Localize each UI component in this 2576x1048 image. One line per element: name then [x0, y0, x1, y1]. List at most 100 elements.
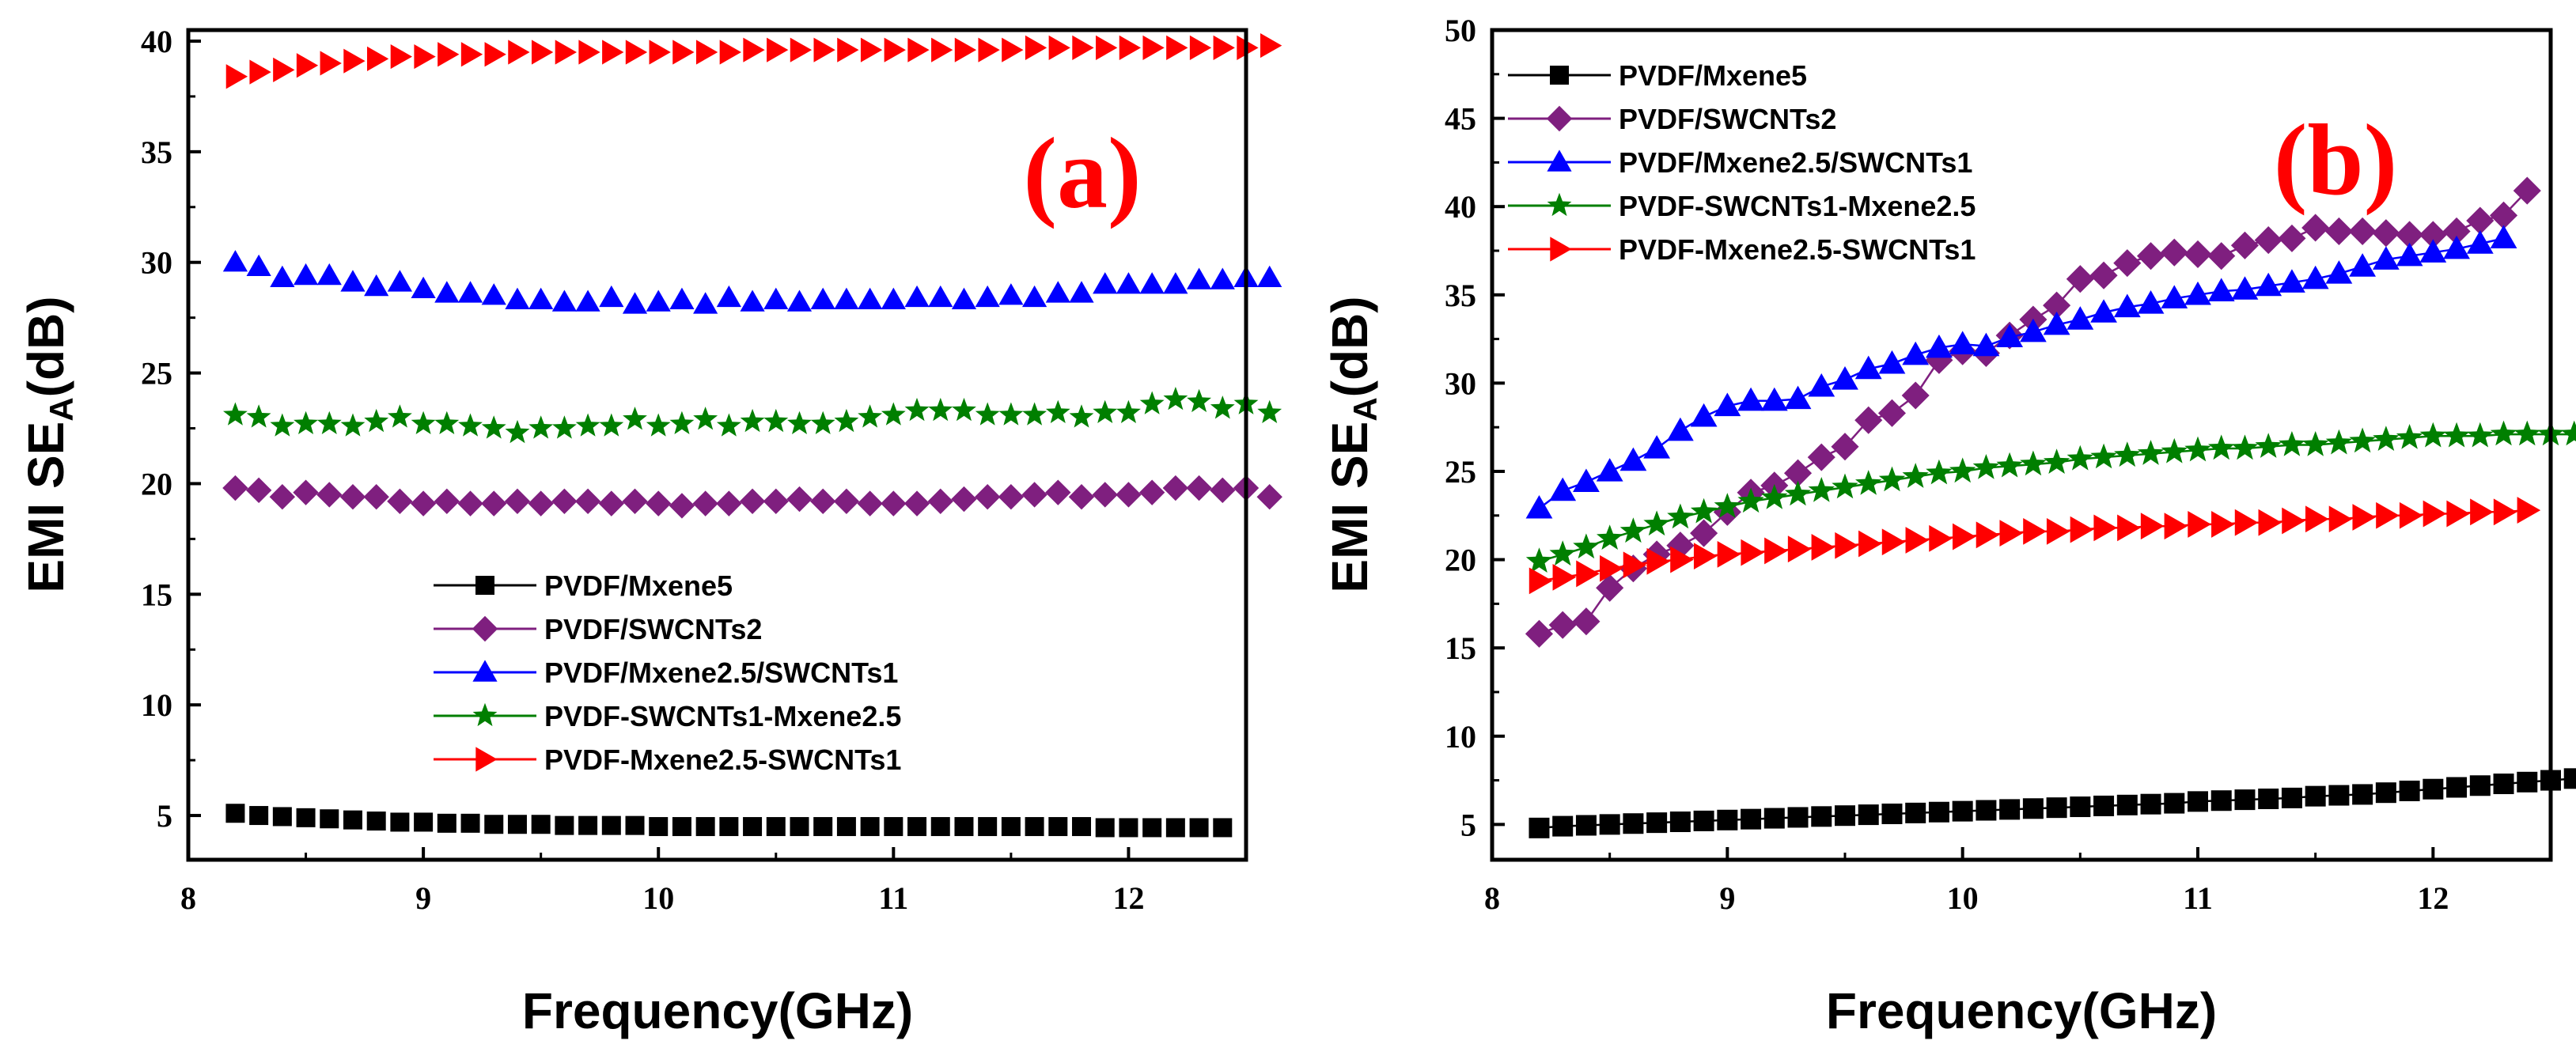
- panel-b-data-point: [2093, 514, 2117, 542]
- panel-a-data-point: [458, 413, 483, 437]
- panel-b-data-point: [1599, 554, 1623, 582]
- panel-b-data-point: [2164, 513, 2188, 540]
- panel-b-data-point: [1529, 567, 1553, 595]
- panel-a-y-tick-label: 10: [141, 687, 172, 723]
- panel-b-data-point: [1761, 483, 1788, 509]
- panel-a-data-point: [625, 815, 645, 835]
- panel-b-data-point: [1831, 433, 1859, 461]
- panel-b-data-point: [2493, 774, 2514, 795]
- panel-b-data-point: [1858, 804, 1879, 826]
- panel-a-data-point: [531, 40, 554, 65]
- panel-a-legend: PVDF/Mxene5 PVDF/SWCNTs2 PVDF/Mxene2.5/SWC…: [434, 569, 901, 776]
- panel-b-data-point: [1784, 385, 1812, 410]
- panel-a-data-point: [437, 813, 456, 833]
- panel-b-data-point: [1576, 560, 1600, 588]
- panel-a-data-point: [1162, 475, 1189, 501]
- panel-a-data-point: [1256, 484, 1282, 510]
- panel-a-data-point: [1069, 281, 1094, 303]
- panel-b-data-point: [2281, 787, 2302, 808]
- panel-a-data-point: [225, 804, 245, 823]
- panel-a-data-point: [273, 57, 295, 82]
- panel-b-data-point: [2022, 798, 2044, 819]
- panel-a-legend-label: PVDF-Mxene2.5-SWCNTs1: [544, 743, 901, 776]
- panel-b-data-point: [2043, 311, 2070, 335]
- panel-b-data-point: [1787, 807, 1809, 828]
- panel-a-data-point: [484, 815, 504, 834]
- panel-a-data-point: [601, 815, 621, 835]
- panel-b-data-point: [1808, 477, 1835, 502]
- panel-a-data-point: [810, 287, 835, 309]
- panel-a-data-point: [695, 817, 715, 837]
- panel-b-data-point: [2230, 231, 2260, 259]
- panel-b-data-point: [2117, 514, 2141, 542]
- panel-b-data-point: [2305, 785, 2326, 807]
- panel-a-x-axis-title: Frequency(GHz): [522, 982, 913, 1039]
- panel-a-data-point: [930, 817, 950, 837]
- panel-a-data-point: [1139, 391, 1165, 414]
- panel-b-data-point: [1881, 528, 1906, 556]
- panel-a-data-point: [646, 289, 671, 312]
- panel-a-y-axis-title: EMI SEA(dB): [17, 296, 80, 592]
- panel-a-data-point: [669, 287, 695, 309]
- panel-a-data-point: [1048, 35, 1070, 60]
- panel-a-data-point: [646, 490, 672, 516]
- panel-b-data-point: [1690, 519, 1718, 547]
- panel-a-data-point: [1045, 281, 1070, 303]
- panel-a-data-point: [881, 490, 907, 516]
- panel-a-data-point: [952, 397, 976, 422]
- panel-b-data-point: [1599, 814, 1620, 835]
- panel-b-data-point: [1737, 387, 1764, 411]
- panel-b-x-tick-label: 12: [2417, 880, 2449, 916]
- panel-a-data-point: [555, 40, 577, 65]
- panel-b-data-point: [2043, 291, 2071, 320]
- panel-a-data-point: [1119, 35, 1142, 60]
- panel-a-data-point: [860, 37, 883, 62]
- panel-a-y-tick-label: 25: [141, 356, 172, 392]
- panel-b-data-point: [2188, 511, 2211, 538]
- panel-b-data-point: [1667, 503, 1694, 529]
- panel-a-data-point: [860, 817, 880, 837]
- panel-a-data-point: [623, 407, 647, 430]
- panel-b-y-tick-label: 15: [1445, 630, 1476, 666]
- panel-b-data-point: [2302, 431, 2329, 456]
- panel-b-y-tick-label: 10: [1445, 719, 1476, 755]
- panel-a-data-point: [740, 289, 765, 312]
- panel-a-data-point: [1093, 272, 1118, 294]
- panel-b-data-point: [2160, 238, 2188, 267]
- panel-b-data-point: [1835, 805, 1855, 827]
- panel-b-data-point: [2348, 217, 2377, 245]
- panel-b-series-pvdf-mxene2-5-swcnts1: [1529, 497, 2541, 595]
- panel-b-data-point: [2113, 249, 2142, 278]
- panel-b-data-point: [2184, 281, 2211, 305]
- panel-a-data-point: [270, 265, 295, 288]
- panel-b-data-point: [1926, 334, 1953, 358]
- panel-b-data-point: [2254, 226, 2282, 255]
- panel-b-data-point: [2161, 285, 2188, 308]
- panel-a-data-point: [366, 812, 386, 831]
- panel-a-data-point: [1187, 388, 1211, 413]
- panel-b-data-point: [2070, 516, 2094, 543]
- panel-a-x-tick-label: 11: [878, 880, 908, 916]
- panel-b-data-point: [1525, 547, 1553, 573]
- panel-b-data-point: [1905, 802, 1926, 823]
- panel-a-data-point: [388, 404, 412, 428]
- panel-b-data-point: [1623, 551, 1647, 579]
- panel-b-data-point: [2207, 242, 2236, 271]
- panel-b-data-point: [1905, 527, 1930, 554]
- panel-a-data-point: [316, 482, 343, 508]
- panel-a-data-point: [1025, 35, 1047, 60]
- panel-b-data-point: [1902, 463, 1929, 488]
- panel-a-legend-marker: [472, 702, 498, 727]
- panel-a-data-point: [1142, 818, 1162, 838]
- panel-a-data-point: [763, 488, 789, 515]
- panel-a-data-point: [646, 413, 671, 437]
- panel-a-legend-label: PVDF/Mxene5: [544, 569, 733, 602]
- panel-a-data-point: [1048, 817, 1068, 837]
- panel-a-data-point: [834, 408, 859, 433]
- panel-a-data-point: [434, 281, 460, 303]
- panel-b-series-pvdf-mxene2-5-swcnts1: [1525, 225, 2517, 519]
- panel-b-data-point: [2490, 225, 2517, 249]
- panel-b-label: (b): [2274, 104, 2397, 216]
- panel-b-legend-marker: [1550, 66, 1569, 85]
- panel-b-data-point: [1878, 350, 1906, 374]
